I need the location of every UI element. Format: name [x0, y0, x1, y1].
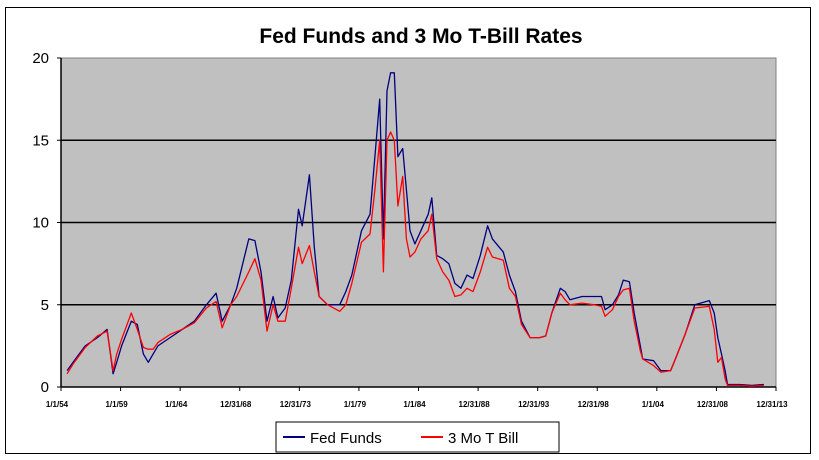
x-tick-label: 1/1/64	[165, 400, 188, 409]
y-tick-label: 20	[32, 50, 49, 67]
legend-label-3mo-t-bill: 3 Mo T Bill	[448, 430, 518, 447]
legend-label-fed-funds: Fed Funds	[310, 430, 382, 447]
x-tick-label: 12/31/88	[459, 400, 491, 409]
legend: Fed Funds 3 Mo T Bill	[275, 421, 560, 453]
y-tick-label: 0	[41, 379, 49, 396]
chart-frame	[5, 7, 811, 454]
x-tick-label: 1/1/79	[344, 400, 367, 409]
y-tick-label: 15	[32, 132, 49, 149]
chart-title: Fed Funds and 3 Mo T-Bill Rates	[259, 25, 582, 48]
series-line-3mo-t-bill	[66, 131, 764, 387]
x-tick-label: 1/1/54	[46, 400, 69, 409]
x-tick-label: 12/31/68	[220, 400, 252, 409]
x-tick-label: 12/31/13	[756, 400, 788, 409]
x-tick-label: 12/31/73	[280, 400, 312, 409]
x-tick-label: 12/31/08	[697, 400, 729, 409]
x-tick-label: 1/1/04	[642, 400, 665, 409]
x-tick-label: 1/1/84	[403, 400, 426, 409]
y-tick-label: 10	[32, 215, 49, 232]
y-tick-label: 5	[41, 297, 49, 314]
legend-box	[275, 421, 560, 453]
x-tick-label: 12/31/93	[518, 400, 550, 409]
series-line-fed-funds	[66, 72, 764, 387]
x-tick-label: 12/31/98	[578, 400, 610, 409]
x-tick-label: 1/1/59	[105, 400, 128, 409]
